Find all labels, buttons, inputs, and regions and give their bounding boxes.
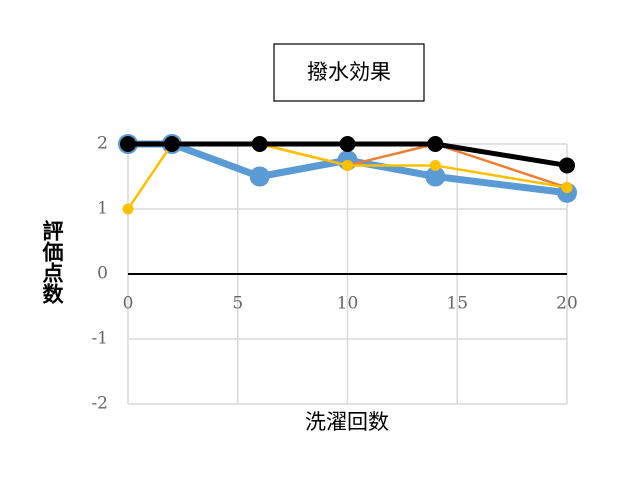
data-point bbox=[427, 136, 444, 152]
y-axis-label: 評価点数 bbox=[40, 219, 65, 305]
y-tick-label: -2 bbox=[91, 394, 108, 414]
x-tick-label: 5 bbox=[232, 294, 243, 314]
y-tick-label: 0 bbox=[97, 264, 108, 284]
data-point bbox=[339, 136, 356, 152]
data-point bbox=[561, 182, 573, 194]
data-point bbox=[342, 159, 353, 171]
data-point bbox=[559, 157, 575, 174]
data-point bbox=[249, 166, 270, 187]
series-line bbox=[126, 142, 568, 210]
x-tick-label: 10 bbox=[337, 294, 359, 314]
y-tick-label: 2 bbox=[97, 134, 108, 154]
data-point bbox=[122, 203, 134, 215]
x-tick-label: 20 bbox=[556, 294, 578, 314]
data-point bbox=[251, 136, 268, 152]
chart-title: 撥水効果 bbox=[307, 60, 391, 84]
data-point bbox=[163, 136, 180, 152]
y-tick-label: -1 bbox=[91, 329, 108, 349]
x-axis-label: 洗濯回数 bbox=[305, 410, 389, 434]
x-tick-label: 15 bbox=[446, 294, 468, 314]
x-tick-label: 0 bbox=[123, 294, 134, 314]
title-box bbox=[273, 43, 425, 102]
data-point bbox=[429, 159, 441, 171]
y-tick-label: 1 bbox=[97, 199, 108, 219]
data-point bbox=[120, 136, 136, 152]
